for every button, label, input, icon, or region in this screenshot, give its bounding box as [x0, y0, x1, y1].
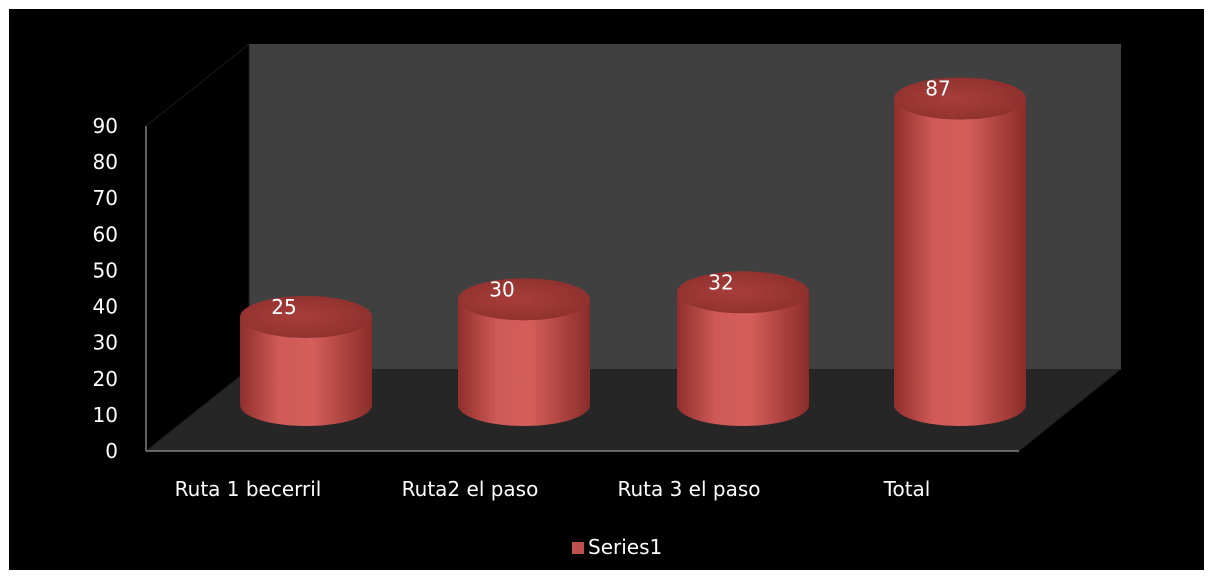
y-tick-label: 10: [93, 403, 118, 427]
x-tick-label: Ruta 1 becerril: [175, 477, 322, 501]
bar-top: [894, 77, 1026, 120]
data-label: 30: [489, 277, 514, 301]
y-tick-label: 70: [93, 186, 118, 210]
y-tick-label: 60: [93, 222, 118, 246]
y-tick-label: 40: [93, 295, 118, 319]
bar-top: [677, 271, 809, 314]
y-tick-label: 0: [105, 439, 118, 463]
legend-label: Series1: [588, 535, 662, 559]
bar-body: [677, 292, 809, 426]
floor-edge: [1018, 368, 1122, 452]
legend-swatch: [572, 542, 584, 554]
data-label: 87: [925, 77, 950, 101]
bar: [894, 77, 1026, 427]
bar-top: [458, 278, 590, 321]
bar: [458, 278, 590, 426]
y-tick-label: 30: [93, 331, 118, 355]
bar-body: [894, 98, 1026, 427]
data-label: 32: [708, 270, 733, 294]
floor: [146, 369, 1121, 451]
data-label: 25: [271, 295, 296, 319]
y-tick-label: 50: [93, 258, 118, 282]
legend: Series1: [572, 535, 662, 559]
y-tick-label: 20: [93, 367, 118, 391]
y-tick-label: 80: [93, 150, 118, 174]
y-tick-label: 90: [93, 114, 118, 138]
bar-top: [240, 295, 372, 338]
x-tick-label: Ruta 3 el paso: [617, 477, 760, 501]
bar: [240, 295, 372, 426]
x-tick-label: Total: [883, 477, 931, 501]
x-tick-label: Ruta2 el paso: [402, 477, 539, 501]
bar-body: [240, 316, 372, 426]
bar-body: [458, 299, 590, 426]
bar: [677, 271, 809, 426]
